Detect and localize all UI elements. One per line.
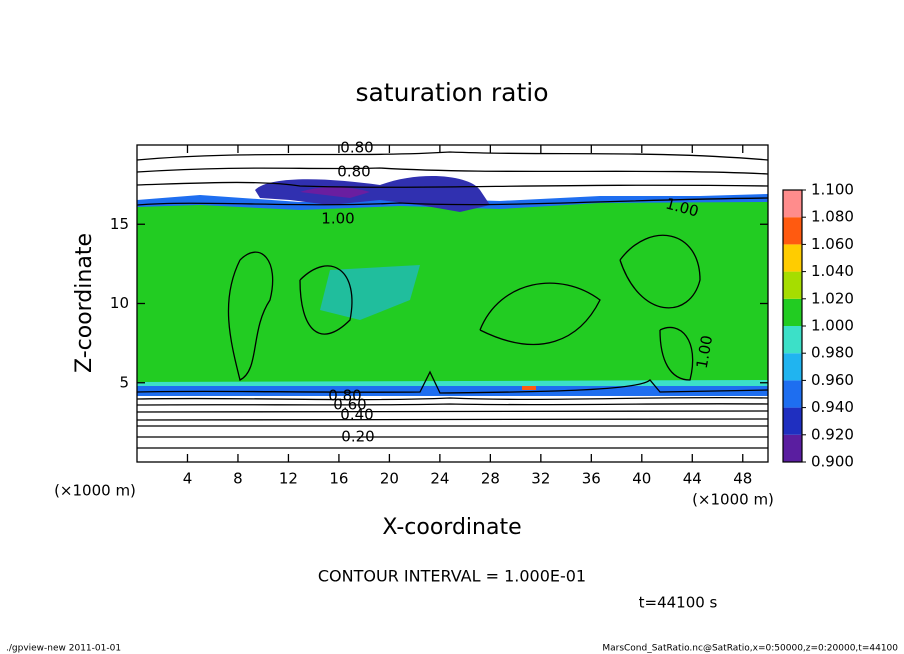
y-unit: (×1000 m) <box>54 482 136 500</box>
x-axis-label: X-coordinate <box>382 515 521 540</box>
colorbar-tick-label: 1.060 <box>811 235 854 253</box>
x-tick-label: 36 <box>582 470 601 488</box>
y-tick-label: 5 <box>119 373 129 391</box>
x-unit: (×1000 m) <box>692 491 774 509</box>
contour-lines <box>136 151 769 449</box>
colorbar-bin <box>783 434 802 462</box>
field-region <box>255 175 490 212</box>
contour-label: 0.80 <box>337 163 370 181</box>
x-tick-label: 40 <box>632 470 651 488</box>
colorbar-tick-label: 1.000 <box>811 317 854 335</box>
colorbar-bin <box>783 217 802 245</box>
colorbar-tick-label: 1.020 <box>811 289 854 307</box>
colorbar-bin <box>783 244 802 272</box>
colorbar-tick-label: 0.980 <box>811 344 854 362</box>
colorbar-tick-label: 1.100 <box>811 181 854 199</box>
y-tick-label: 15 <box>110 215 129 233</box>
field-region <box>137 197 768 393</box>
field-region <box>522 386 536 390</box>
y-tick-label: 10 <box>110 294 129 312</box>
colorbar-bin <box>783 380 802 408</box>
y-axis-label: Z-coordinate <box>72 233 97 373</box>
colorbar-tick-label: 0.900 <box>811 453 854 471</box>
colorbar-bin <box>783 353 802 381</box>
x-tick-label: 8 <box>233 470 243 488</box>
footer-right: MarsCond_SatRatio.nc@SatRatio,x=0:50000,… <box>602 644 898 654</box>
colorbar-tick-label: 1.040 <box>811 262 854 280</box>
field-region <box>320 265 420 320</box>
colorbar-bin <box>783 190 802 218</box>
time-label: t=44100 s <box>639 594 718 612</box>
contour-label: 1.00 <box>321 210 354 228</box>
x-tick-label: 44 <box>683 470 702 488</box>
field <box>137 175 768 396</box>
x-tick-label: 4 <box>183 470 193 488</box>
field-region <box>300 187 370 198</box>
x-tick-label: 16 <box>329 470 348 488</box>
contour-label: 0.20 <box>341 428 374 446</box>
colorbar-tick-label: 0.920 <box>811 425 854 443</box>
contour-label: 0.80 <box>328 387 361 405</box>
x-tick-label: 20 <box>380 470 399 488</box>
contour-label: 0.40 <box>340 406 373 424</box>
contour-label: 0.60 <box>333 396 366 414</box>
contour-label: 0.80 <box>340 139 373 157</box>
colorbar-bin <box>783 298 802 326</box>
annotation: CONTOUR INTERVAL = 1.000E-01 <box>318 567 586 586</box>
colorbar-bin <box>783 326 802 354</box>
footer-left: ./gpview-new 2011-01-01 <box>6 644 121 654</box>
x-tick-label: 24 <box>430 470 449 488</box>
colorbar-tick-label: 0.960 <box>811 371 854 389</box>
contour-label: 1.00 <box>693 334 717 370</box>
x-tick-label: 28 <box>481 470 500 488</box>
colorbar-bin <box>783 407 802 435</box>
colorbar-tick-label: 1.080 <box>811 208 854 226</box>
field-region <box>137 380 768 386</box>
field-region <box>137 384 768 396</box>
colorbar-tick-label: 0.940 <box>811 398 854 416</box>
x-tick-label: 32 <box>531 470 550 488</box>
x-tick-label: 12 <box>279 470 298 488</box>
chart-title: saturation ratio <box>355 78 548 107</box>
x-tick-label: 48 <box>733 470 752 488</box>
colorbar-bin <box>783 271 802 299</box>
